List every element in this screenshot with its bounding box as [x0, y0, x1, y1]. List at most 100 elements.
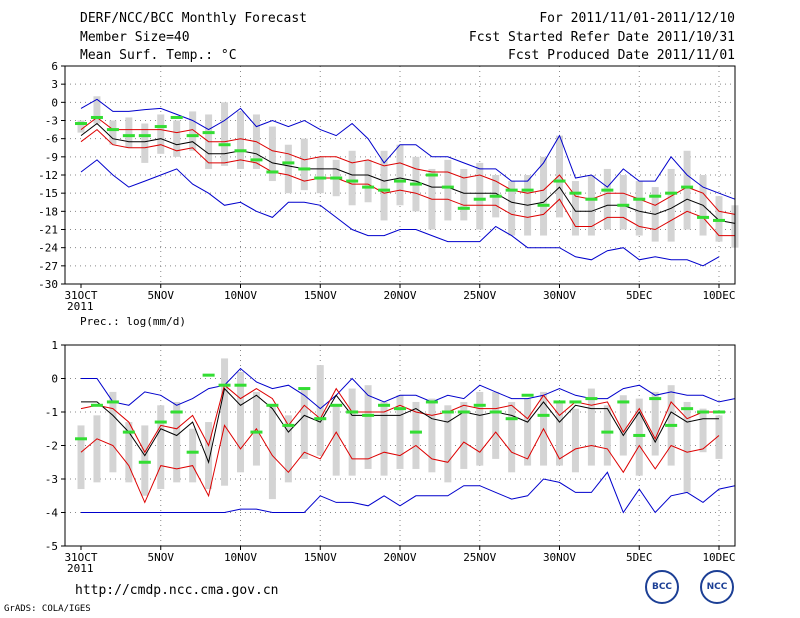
prec-spread-box — [587, 388, 595, 466]
prec-spread-box — [173, 401, 181, 483]
prec-obs-marker — [505, 417, 518, 421]
prec-obs-marker — [282, 423, 295, 427]
prec-spread-box — [221, 358, 229, 486]
temp-spread-box — [587, 175, 595, 236]
prec-y-tick-label: -5 — [45, 540, 58, 553]
temp-y-tick-label: -21 — [38, 224, 58, 237]
prec-spread-box — [205, 422, 213, 490]
temp-spread-box — [300, 138, 308, 191]
temp-obs-marker — [202, 131, 215, 135]
temp-obs-marker — [90, 115, 103, 119]
temp-x-tick-label: 20NOV — [383, 289, 416, 302]
temp-upper-line — [80, 116, 735, 215]
temp-y-tick-label: -27 — [38, 260, 58, 273]
temp-spread-box — [316, 156, 324, 194]
prec-panel-title: Prec.: log(mm/d) — [80, 315, 186, 328]
temp-spread-box — [268, 126, 276, 182]
prec-obs-marker — [409, 430, 422, 434]
prec-spread-box — [364, 385, 372, 469]
temp-spread-box — [603, 168, 611, 230]
prec-y-tick-label: -1 — [45, 406, 58, 419]
prec-obs-marker — [250, 430, 263, 434]
prec-y-tick-label: -2 — [45, 440, 58, 453]
temp-spread-box — [109, 120, 117, 145]
temp-obs-marker — [617, 203, 630, 207]
prec-obs-marker — [346, 410, 359, 414]
prec-spread-box — [109, 391, 117, 473]
member-size-label: Member Size=40 — [80, 30, 190, 45]
prec-obs-marker — [633, 433, 646, 437]
prec-x-year-label: 2011 — [67, 562, 94, 575]
prec-spread-box — [125, 422, 133, 483]
temp-obs-marker — [314, 176, 327, 180]
temp-spread-box — [667, 168, 675, 242]
temp-obs-marker — [649, 194, 662, 198]
temp-y-tick-label: 3 — [51, 78, 58, 91]
temp-y-tick-label: -3 — [45, 115, 58, 128]
temp-obs-marker — [505, 188, 518, 192]
temp-y-tick-label: -24 — [38, 242, 58, 255]
prec-mean-line — [81, 387, 719, 465]
temp-spread-box — [284, 144, 292, 194]
prec-x-tick-label: 20NOV — [383, 551, 416, 564]
temp-spread-box — [189, 111, 197, 151]
temp-obs-marker — [713, 218, 725, 222]
temp-min-line — [80, 159, 720, 267]
prec-spread-box — [715, 415, 723, 459]
temp-obs-marker — [282, 161, 295, 165]
prec-spread-box — [428, 398, 436, 473]
temp-spread-box — [460, 168, 468, 221]
temp-obs-marker — [394, 179, 406, 183]
prec-obs-marker — [521, 393, 534, 397]
prec-obs-marker — [601, 430, 614, 434]
temp-obs-marker — [473, 197, 486, 201]
forecast-period: For 2011/11/01-2011/12/10 — [539, 11, 735, 26]
prec-obs-marker — [75, 437, 87, 441]
temp-spread-box — [173, 120, 181, 157]
prec-spread-box — [157, 405, 165, 490]
temp-obs-marker — [553, 179, 566, 183]
prec-spread-box — [237, 371, 244, 473]
prec-spread-box — [476, 391, 484, 466]
prec-x-tick-label: 15NOV — [304, 551, 337, 564]
prec-spread-box — [651, 391, 659, 456]
prec-obs-marker — [665, 423, 678, 427]
prec-spread-box — [444, 405, 452, 483]
temp-obs-marker — [298, 167, 311, 171]
prec-y-tick-label: -3 — [45, 473, 58, 486]
temp-spread-box — [141, 123, 149, 163]
temp-x-tick-label: 10NOV — [224, 289, 257, 302]
temp-spread-box — [237, 111, 244, 169]
temp-spread-box — [444, 159, 452, 221]
temp-x-year-label: 2011 — [67, 300, 94, 313]
temp-spread-box — [571, 181, 579, 236]
temp-obs-marker — [489, 194, 502, 198]
temp-obs-marker — [681, 185, 694, 189]
temp-x-tick-label: 5NOV — [148, 289, 175, 302]
temp-obs-marker — [537, 203, 550, 207]
temp-spread-box — [683, 150, 691, 230]
temp-obs-marker — [697, 215, 710, 219]
prec-spread-box — [300, 388, 308, 459]
temp-obs-marker — [409, 182, 422, 186]
prec-obs-marker — [90, 403, 103, 407]
temp-spread-box — [540, 156, 548, 236]
prec-spread-box — [380, 401, 388, 476]
temp-x-tick-label: 10DEC — [702, 289, 735, 302]
prec-spread-box — [77, 425, 85, 490]
temp-obs-marker — [569, 191, 582, 195]
figure-title: DERF/NCC/BCC Monthly Forecast — [80, 11, 307, 26]
temp-y-tick-label: -12 — [38, 169, 58, 182]
variable-label-temperature: Mean Surf. Temp.: °C — [80, 48, 237, 63]
temp-obs-marker — [601, 188, 614, 192]
prec-obs-marker — [473, 403, 486, 407]
temp-obs-marker — [186, 134, 199, 138]
prec-obs-marker — [394, 407, 406, 411]
temp-spread-box — [380, 150, 388, 221]
forecast-start-date: Fcst Started Refer Date 2011/10/31 — [468, 30, 735, 45]
source-url[interactable]: http://cmdp.ncc.cma.gov.cn — [75, 583, 279, 598]
prec-x-tick-label: 5NOV — [148, 551, 175, 564]
prec-obs-marker — [218, 383, 231, 387]
